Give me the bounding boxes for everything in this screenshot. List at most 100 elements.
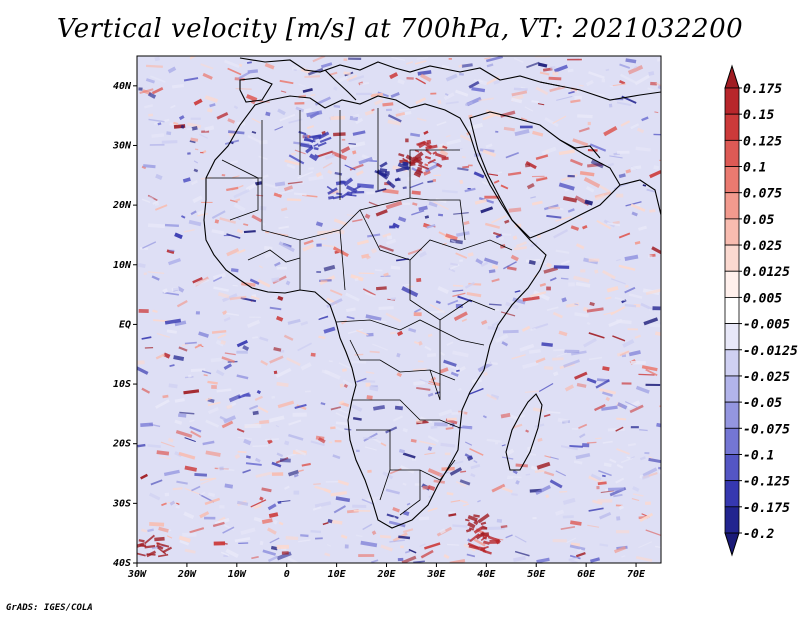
field-streak (459, 73, 464, 76)
field-streak (257, 406, 269, 414)
field-streak (288, 118, 303, 124)
field-streak (315, 221, 324, 227)
field-streak (427, 446, 433, 451)
field-feature (379, 161, 388, 168)
field-streak (269, 537, 280, 544)
field-streak (306, 110, 323, 118)
field-streak (534, 423, 545, 428)
lat-label: 20S (112, 439, 131, 450)
field-streak (259, 336, 269, 342)
field-streak (344, 428, 352, 431)
field-streak (166, 535, 173, 539)
field-streak (280, 90, 287, 93)
field-feature (146, 553, 156, 556)
lat-label: 20N (112, 200, 132, 211)
field-streak (271, 461, 282, 468)
field-streak (468, 387, 484, 396)
field-streak (439, 149, 449, 157)
field-streak (256, 389, 261, 395)
field-streak (619, 63, 631, 69)
field-streak (545, 494, 550, 499)
field-streak (445, 101, 459, 105)
field-streak (190, 210, 197, 216)
field-streak (143, 272, 148, 276)
field-streak (392, 507, 400, 513)
field-streak (370, 248, 377, 254)
field-streak (631, 211, 638, 217)
field-streak (174, 232, 183, 240)
field-streak (452, 284, 464, 287)
field-streak (167, 66, 177, 74)
field-streak (549, 277, 557, 282)
field-streak (190, 137, 199, 142)
field-streak (332, 246, 349, 258)
field-streak (389, 72, 399, 80)
field-streak (163, 352, 171, 359)
field-streak (198, 491, 206, 497)
field-streak (492, 231, 502, 237)
field-streak (267, 555, 278, 563)
field-streak (462, 503, 469, 507)
field-streak (390, 331, 397, 335)
field-streak (238, 63, 243, 68)
field-streak (535, 176, 548, 182)
field-streak (461, 63, 473, 68)
field-streak (414, 340, 420, 345)
field-streak (278, 189, 294, 195)
field-streak (276, 452, 284, 458)
field-streak (385, 200, 403, 210)
field-streak (371, 559, 379, 563)
field-streak (539, 262, 547, 265)
field-streak (468, 164, 473, 167)
field-streak (570, 225, 580, 231)
field-streak (417, 340, 423, 346)
field-streak (259, 419, 270, 425)
field-streak (467, 187, 471, 190)
field-streak (552, 371, 559, 377)
field-streak (411, 210, 425, 216)
field-streak (414, 308, 422, 314)
field-streak (453, 311, 468, 321)
field-streak (178, 346, 188, 352)
field-streak (457, 167, 469, 172)
field-streak (269, 355, 284, 364)
field-streak (598, 184, 611, 193)
field-streak (582, 224, 588, 230)
field-streak (374, 269, 383, 272)
field-streak (183, 511, 195, 520)
field-streak (484, 195, 500, 199)
field-streak (542, 67, 553, 72)
field-streak (313, 483, 321, 485)
field-streak (524, 390, 540, 393)
field-streak (463, 220, 470, 226)
field-streak (538, 383, 554, 393)
field-streak (536, 461, 551, 470)
field-streak (489, 303, 502, 306)
field-streak (480, 261, 489, 268)
field-streak (446, 138, 462, 146)
field-streak (588, 356, 603, 361)
field-streak (233, 188, 250, 199)
field-streak (555, 249, 570, 254)
field-streak (316, 243, 322, 247)
field-streak (202, 72, 213, 80)
field-streak (385, 238, 397, 246)
field-streak (199, 477, 217, 481)
field-streak (396, 330, 404, 337)
field-streak (433, 479, 445, 484)
field-streak (586, 441, 597, 444)
colorbar-swatch (724, 480, 740, 508)
field-streak (602, 391, 613, 397)
field-streak (335, 496, 351, 503)
field-feature (326, 185, 334, 192)
field-streak (560, 277, 569, 280)
field-streak (473, 171, 485, 179)
lon-label: 60E (577, 569, 596, 580)
field-streak (335, 412, 351, 421)
field-streak (204, 95, 219, 103)
field-streak (430, 425, 438, 430)
lon-label: 70E (627, 569, 646, 580)
field-streak (596, 485, 600, 490)
field-streak (224, 139, 240, 145)
field-streak (485, 56, 504, 63)
